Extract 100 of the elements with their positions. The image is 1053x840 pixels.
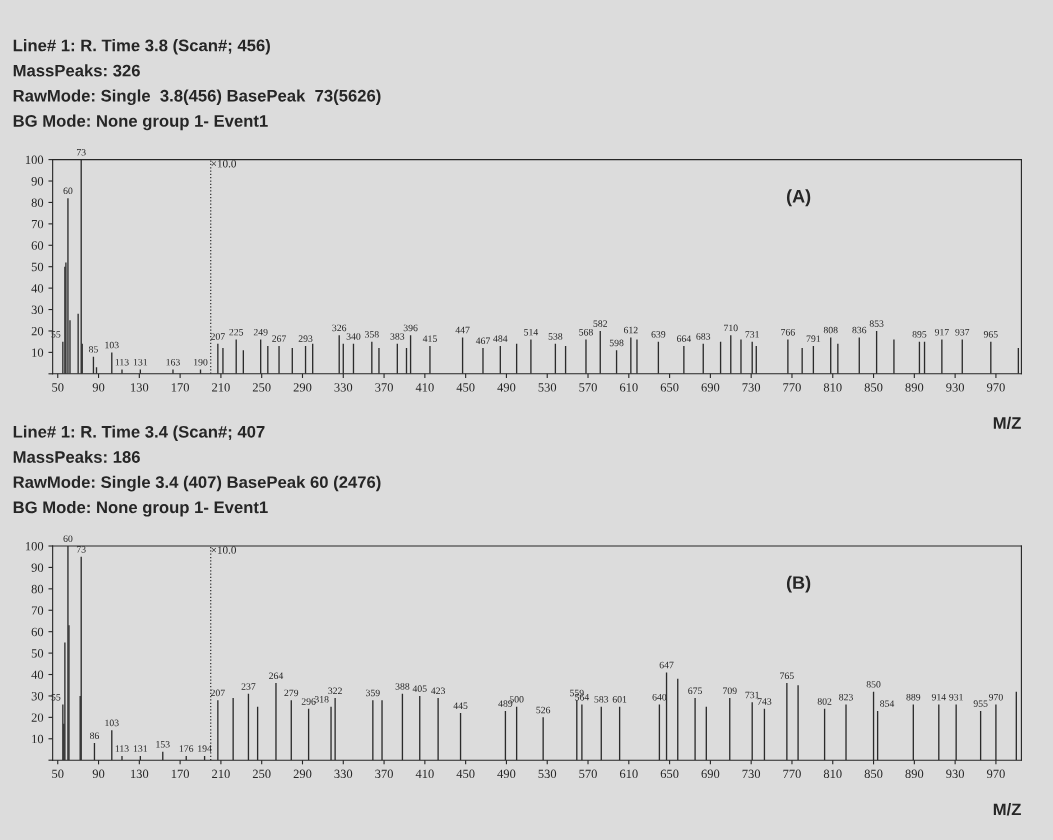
x-tick-label: 890: [905, 769, 924, 779]
chart-subtitle: MassPeaks: 186: [13, 450, 140, 463]
annotation: 889: [906, 693, 921, 701]
annotation: 279: [284, 689, 299, 697]
y-tick-label: 100: [25, 155, 44, 165]
x-axis-title: M/Z: [993, 416, 1021, 430]
annotation: 113: [115, 745, 129, 752]
annotation: 131: [133, 745, 148, 752]
x-tick-label: 410: [415, 383, 434, 392]
ref-line-label: ×10.0: [211, 159, 236, 168]
annotation: 854: [880, 700, 895, 707]
annotation: 103: [105, 341, 119, 349]
annotation: 955: [973, 700, 988, 707]
annotation: 153: [156, 741, 170, 748]
x-tick-label: 810: [823, 383, 842, 392]
chart-title: Line# 1: R. Time 3.8 (Scan#; 456): [13, 39, 270, 55]
x-tick-label: 490: [497, 769, 516, 779]
annotation: 447: [455, 326, 470, 334]
annotation: 207: [210, 689, 225, 697]
x-tick-label: 250: [252, 769, 271, 779]
annotation: 467: [475, 337, 490, 345]
annotation: 237: [241, 683, 256, 690]
x-tick-label: 250: [252, 383, 271, 392]
x-tick-label: 170: [171, 383, 190, 392]
ref-line-label: ×10.0: [211, 546, 236, 554]
x-tick-label: 210: [212, 769, 230, 779]
x-tick-label: 610: [619, 383, 638, 392]
x-tick-label: 570: [579, 383, 597, 392]
annotation: 664: [677, 335, 692, 342]
x-tick-label: 650: [660, 383, 679, 392]
text: BG Mode: None group 1- Event1: [13, 500, 268, 517]
annotation: 683: [696, 333, 711, 340]
x-tick-label: 850: [864, 383, 883, 392]
annotation: 322: [328, 687, 342, 695]
x-tick-label: 570: [579, 769, 597, 779]
x-tick-label: 770: [783, 769, 801, 779]
y-tick-label: 80: [31, 584, 44, 594]
x-tick-label: 770: [783, 383, 801, 392]
y-tick-label: 70: [31, 219, 44, 229]
x-tick-label: 370: [375, 769, 393, 779]
x-tick-label: 530: [538, 383, 557, 392]
annotation: 731: [745, 331, 759, 338]
annotation: 383: [390, 333, 405, 340]
annotation: 60: [63, 187, 73, 195]
annotation: 583: [594, 696, 609, 703]
annotation: 113: [115, 358, 129, 366]
annotation: 836: [852, 326, 867, 334]
x-tick-label: 890: [905, 383, 924, 392]
x-tick-label: 530: [538, 769, 557, 779]
annotation: 612: [623, 326, 638, 334]
annotation: 709: [723, 687, 737, 695]
annotation: 194: [198, 745, 212, 752]
annotation: 568: [579, 328, 593, 336]
x-tick-label: 930: [946, 383, 965, 392]
annotation: 601: [612, 696, 627, 703]
annotation: 791: [806, 335, 821, 342]
annotation: 808: [823, 326, 838, 334]
annotation: 965: [983, 331, 998, 338]
y-tick-label: 100: [25, 542, 44, 551]
annotation: 423: [431, 687, 446, 695]
y-tick-label: 50: [31, 262, 44, 272]
y-tick-label: 70: [31, 606, 44, 615]
annotation: 639: [651, 331, 666, 338]
annotation: 931: [949, 693, 963, 701]
annotation: 176: [179, 745, 194, 752]
y-tick-label: 20: [31, 713, 44, 722]
y-tick-label: 40: [31, 670, 44, 679]
x-tick-label: 130: [131, 769, 149, 779]
annotation: 526: [536, 706, 551, 714]
y-tick-label: 50: [31, 649, 44, 658]
annotation: 85: [88, 346, 98, 353]
x-tick-label: 370: [375, 383, 393, 392]
y-tick-label: 80: [31, 198, 44, 207]
annotation: 582: [593, 320, 608, 327]
y-tick-label: 90: [31, 563, 44, 572]
annotation: 514: [524, 328, 539, 336]
annotation: 73: [76, 149, 86, 156]
annotation: 318: [314, 696, 329, 703]
annotation: 225: [229, 328, 244, 336]
annotation: 249: [253, 328, 268, 336]
annotation: 850: [866, 681, 881, 688]
annotation: 359: [366, 689, 380, 697]
annotation: 358: [365, 331, 379, 338]
y-tick-label: 10: [32, 734, 44, 744]
annotation: 207: [210, 333, 225, 340]
chart-subtitle: MassPeaks: 326: [13, 64, 140, 77]
x-axis-title: M/Z: [993, 803, 1021, 816]
y-tick-label: 60: [31, 627, 44, 637]
text: BG Mode: None group 1- Event1: [13, 114, 268, 131]
y-tick-label: 10: [32, 348, 44, 357]
x-tick-label: 330: [334, 769, 353, 779]
annotation: 103: [105, 719, 119, 727]
annotation: 163: [166, 358, 180, 366]
x-tick-label: 690: [701, 383, 720, 392]
annotation: 190: [194, 358, 208, 366]
annotation: 293: [298, 335, 313, 342]
annotation: (B): [786, 575, 811, 593]
x-tick-label: 330: [334, 383, 353, 392]
annotation: 802: [817, 698, 832, 705]
x-tick-label: 210: [212, 383, 230, 392]
